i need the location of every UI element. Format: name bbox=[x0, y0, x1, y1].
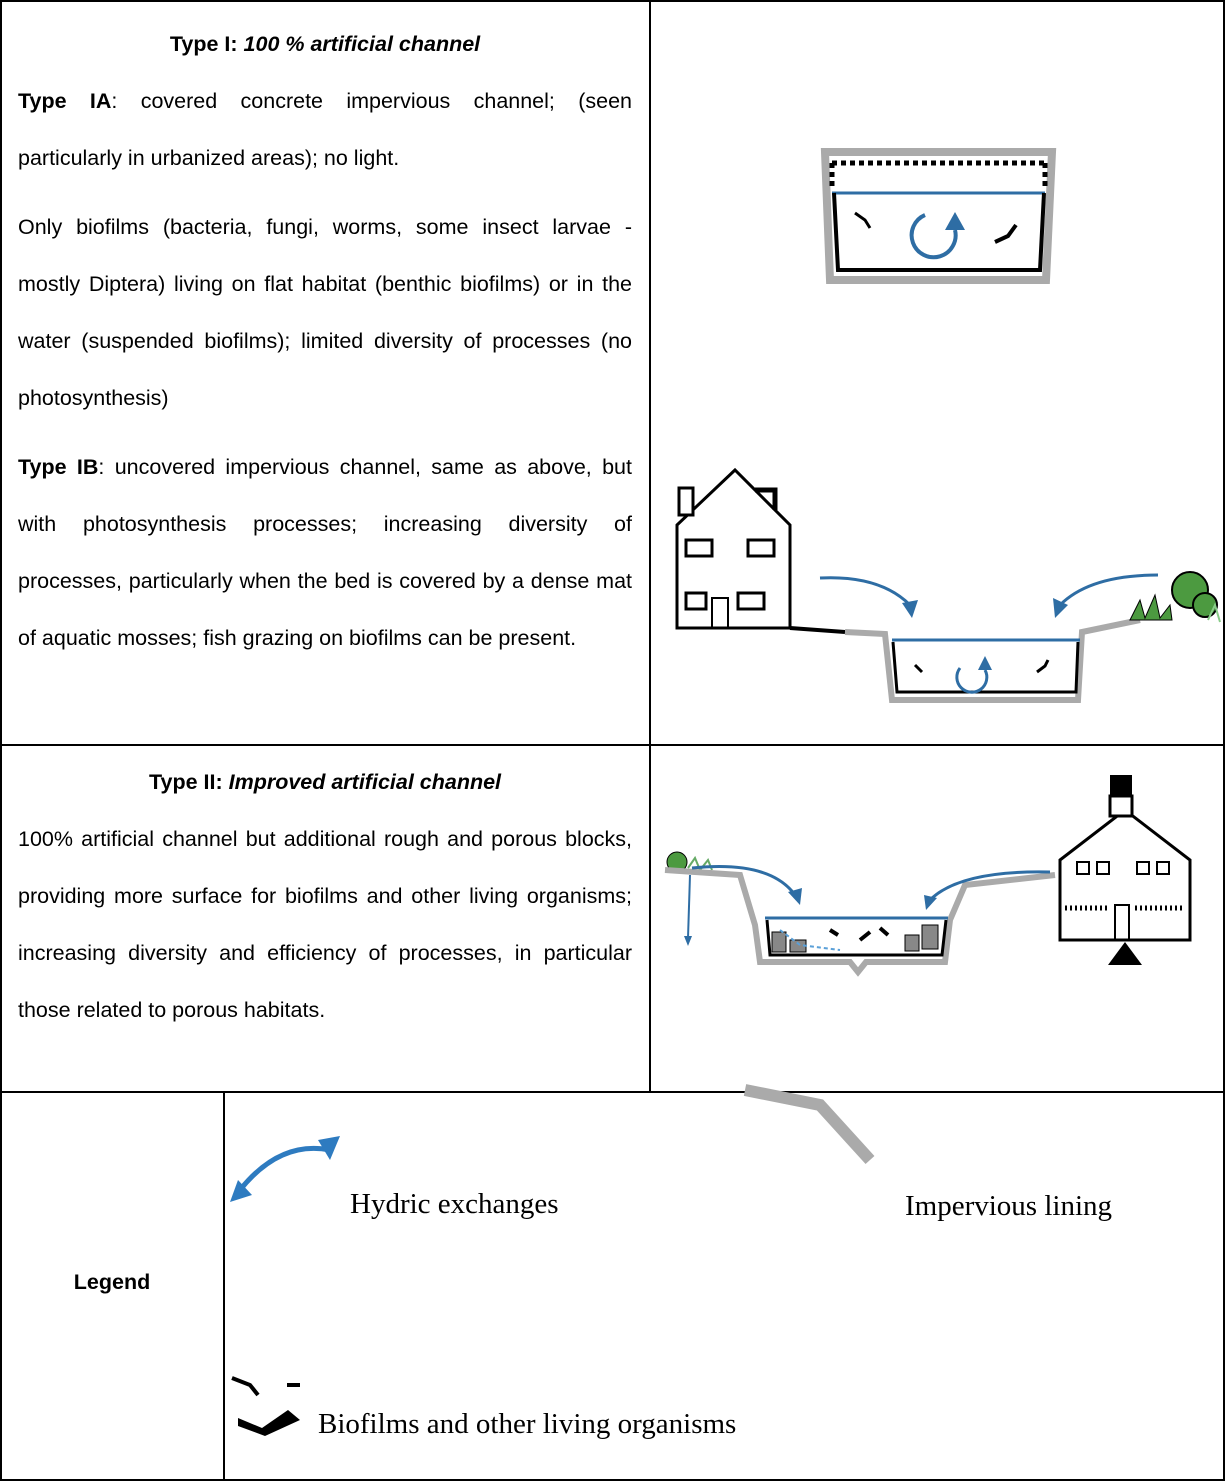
shape-rect bbox=[684, 591, 708, 611]
title-sep: : bbox=[230, 32, 244, 56]
shape-path bbox=[832, 192, 1046, 272]
uncovered-channel bbox=[675, 467, 1221, 703]
shape-rect bbox=[1096, 861, 1110, 875]
shape-path bbox=[844, 617, 1141, 703]
shape-rect bbox=[1076, 861, 1090, 875]
shape-path bbox=[1053, 598, 1068, 618]
shape-path bbox=[687, 874, 691, 939]
legend-title: Legend bbox=[73, 1270, 151, 1294]
shape-rect bbox=[684, 538, 714, 558]
shape-path bbox=[675, 467, 792, 630]
paragraph-text: Only biofilms (bacteria, fungi, worms, s… bbox=[18, 215, 632, 410]
row-title: Type II: Improved artificial channel bbox=[18, 754, 632, 811]
shape-rect bbox=[1114, 904, 1130, 941]
title-label: Type II: bbox=[148, 770, 223, 794]
shape-path bbox=[928, 870, 1051, 902]
shape-path bbox=[994, 223, 1018, 244]
paragraph-label: Type IA bbox=[18, 89, 112, 113]
shape-path bbox=[318, 1136, 340, 1160]
covered-channel bbox=[820, 148, 1057, 284]
type-i-cell: Type I: 100 % artificial channel Type IA… bbox=[18, 16, 632, 667]
shape-rect bbox=[921, 924, 939, 950]
shape-rect bbox=[736, 591, 766, 611]
shape-path bbox=[854, 211, 872, 229]
shape-path bbox=[788, 888, 802, 905]
paragraph-label: Type IB bbox=[18, 455, 99, 479]
shape-path bbox=[238, 1145, 331, 1192]
shape-path bbox=[1129, 593, 1173, 621]
shape-path bbox=[779, 929, 841, 951]
paragraph: Type IA: covered concrete impervious cha… bbox=[18, 73, 632, 187]
shape-path bbox=[755, 487, 778, 510]
shape-rect bbox=[1110, 775, 1132, 795]
shape-path bbox=[902, 600, 918, 618]
title-emphasis: Improved artificial channel bbox=[228, 770, 502, 794]
shape-path bbox=[1036, 659, 1050, 674]
title-emphasis: 100 % artificial channel bbox=[243, 32, 481, 56]
shape-path bbox=[924, 895, 937, 910]
shape-path bbox=[231, 1376, 260, 1397]
shape-path bbox=[909, 213, 958, 260]
shape-rect bbox=[771, 931, 787, 953]
shape-path bbox=[955, 667, 989, 694]
shape-rect bbox=[677, 486, 695, 517]
shape-path bbox=[1207, 602, 1221, 623]
paragraph: Type IB: uncovered impervious channel, s… bbox=[18, 439, 632, 667]
shape-path bbox=[238, 1410, 300, 1436]
legend-item: Hydric exchanges bbox=[350, 1188, 559, 1220]
shape-path bbox=[1058, 808, 1192, 942]
paragraph: Only biofilms (bacteria, fungi, worms, s… bbox=[18, 199, 632, 427]
shape-path bbox=[743, 1084, 875, 1165]
shape-path bbox=[819, 576, 912, 607]
shape-path bbox=[789, 626, 846, 634]
legend-item: Biofilms and other living organisms bbox=[318, 1408, 737, 1440]
improved-channel bbox=[664, 775, 1192, 977]
legend-symbols bbox=[230, 1084, 875, 1436]
paragraph-text: : uncovered impervious channel, same as … bbox=[18, 455, 632, 650]
shape-path bbox=[1058, 573, 1159, 607]
shape-path bbox=[691, 865, 797, 896]
shape-rect bbox=[711, 597, 729, 629]
shape-g bbox=[1076, 861, 1170, 941]
row-title: Type I: 100 % artificial channel bbox=[18, 16, 632, 73]
legend-item: Impervious lining bbox=[905, 1190, 1113, 1222]
shape-path bbox=[1108, 942, 1142, 965]
shape-path bbox=[891, 641, 1080, 694]
title-label: Type I bbox=[169, 32, 231, 56]
shape-path bbox=[828, 928, 840, 937]
paragraph: 100% artificial channel but additional r… bbox=[18, 811, 632, 1039]
shape-rect bbox=[1156, 861, 1170, 875]
shape-path bbox=[978, 656, 992, 670]
shape-path bbox=[913, 663, 924, 674]
shape-rect bbox=[904, 934, 920, 952]
shape-rect bbox=[1108, 794, 1134, 818]
shape-path bbox=[878, 926, 890, 937]
shape-path bbox=[664, 867, 1056, 977]
shape-path bbox=[684, 936, 692, 946]
shape-path bbox=[230, 1180, 252, 1202]
type-ii-cell: Type II: Improved artificial channel 100… bbox=[18, 754, 632, 1039]
shape-rect bbox=[746, 538, 776, 558]
paragraph-text: 100% artificial channel but additional r… bbox=[18, 827, 632, 1022]
shape-path bbox=[945, 212, 965, 230]
shape-circle bbox=[1192, 592, 1218, 618]
paragraph-text: : covered concrete impervious channel; (… bbox=[18, 89, 633, 170]
shape-path bbox=[765, 919, 948, 957]
shape-path bbox=[820, 148, 1057, 284]
shape-rect bbox=[1136, 861, 1150, 875]
shape-path bbox=[858, 930, 872, 942]
